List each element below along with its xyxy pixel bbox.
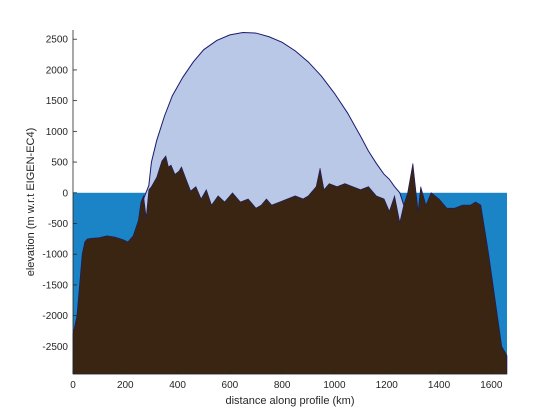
y-tick-label: 500 <box>51 158 68 169</box>
x-tick-label: 1200 <box>376 380 399 391</box>
y-tick-label: -1000 <box>42 250 68 261</box>
y-tick-label: -2000 <box>42 311 68 322</box>
y-tick-label: 1000 <box>46 127 69 138</box>
y-axis-label: elevation (m w.r.t EIGEN-EC4) <box>25 128 37 277</box>
x-tick-label: 600 <box>222 380 239 391</box>
x-axis-label: distance along profile (km) <box>225 395 354 407</box>
x-tick-label: 0 <box>70 380 76 391</box>
x-tick-label: 1000 <box>323 380 346 391</box>
x-tick-label: 200 <box>117 380 134 391</box>
bedrock-area <box>72 155 508 375</box>
y-tick-label: 0 <box>62 188 68 199</box>
ice-surface-line <box>143 31 405 206</box>
y-tick-label: 2000 <box>46 65 69 76</box>
y-tick-label: -2500 <box>42 342 68 353</box>
y-tick-label: -1500 <box>42 280 68 291</box>
plot-area <box>72 31 508 375</box>
axes: 0 200 400 600 800 1000 1200 1400 1600 -2500 -2000 -… <box>42 30 507 391</box>
x-tick-label: 1600 <box>480 380 503 391</box>
x-tick-label: 400 <box>169 380 186 391</box>
x-tick-label: 800 <box>274 380 291 391</box>
y-tick-label: 1500 <box>46 96 69 107</box>
x-tick-label: 1400 <box>428 380 451 391</box>
y-tick-label: 2500 <box>46 35 69 46</box>
y-tick-label: -500 <box>48 219 68 230</box>
